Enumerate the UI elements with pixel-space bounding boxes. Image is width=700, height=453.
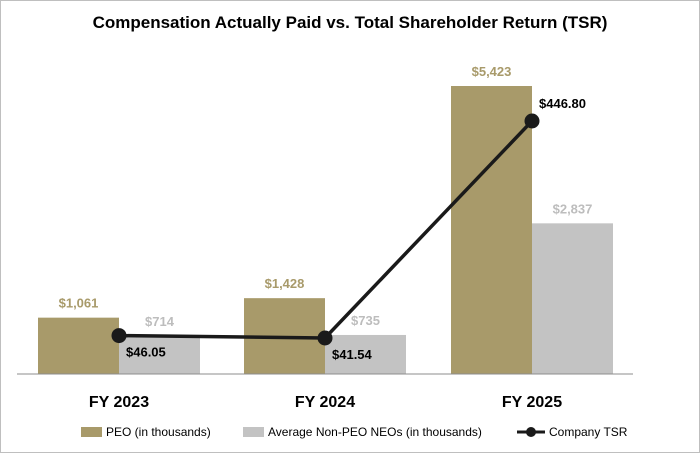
bar-non-peo-1 — [325, 334, 406, 374]
tsr-point-0 — [111, 328, 127, 344]
chart-title: Compensation Actually Paid vs. Total Sha… — [93, 13, 608, 32]
category-label-fy2023: FY 2023 — [89, 394, 149, 411]
data-label-peo-0: $1,061 — [59, 296, 99, 311]
tsr-label-2: $446.80 — [539, 96, 586, 111]
bar-non-peo-0 — [119, 336, 200, 374]
tsr-point-1 — [317, 330, 333, 346]
data-label-non-peo-1: $735 — [351, 313, 380, 328]
tsr-line-group — [111, 113, 540, 346]
data-label-non-peo-2: $2,837 — [553, 201, 593, 216]
data-label-peo-2: $5,423 — [472, 64, 512, 79]
legend-label-tsr: Company TSR — [549, 425, 628, 439]
category-label-fy2024: FY 2024 — [295, 394, 355, 411]
data-label-peo-1: $1,428 — [265, 276, 305, 291]
legend-marker-tsr — [526, 427, 536, 437]
legend-swatch-non-peo — [243, 427, 264, 437]
bar-peo-2 — [451, 86, 532, 374]
labels-group: $1,061 $1,428 $5,423 $714 $735 $2,837 $46.05 $4… — [59, 64, 593, 362]
bars-group — [38, 86, 613, 374]
tsr-label-1: $41.54 — [332, 347, 373, 362]
legend-label-peo: PEO (in thousands) — [106, 425, 211, 439]
legend: PEO (in thousands) Average Non-PEO NEOs … — [81, 425, 628, 439]
data-label-non-peo-0: $714 — [145, 314, 175, 329]
bar-peo-0 — [38, 317, 119, 374]
tsr-label-0: $46.05 — [126, 345, 166, 360]
category-label-fy2025: FY 2025 — [502, 394, 562, 411]
legend-label-non-peo: Average Non-PEO NEOs (in thousands) — [268, 425, 482, 439]
tsr-point-2 — [524, 113, 540, 129]
legend-swatch-peo — [81, 427, 102, 437]
bar-non-peo-2 — [532, 223, 613, 374]
